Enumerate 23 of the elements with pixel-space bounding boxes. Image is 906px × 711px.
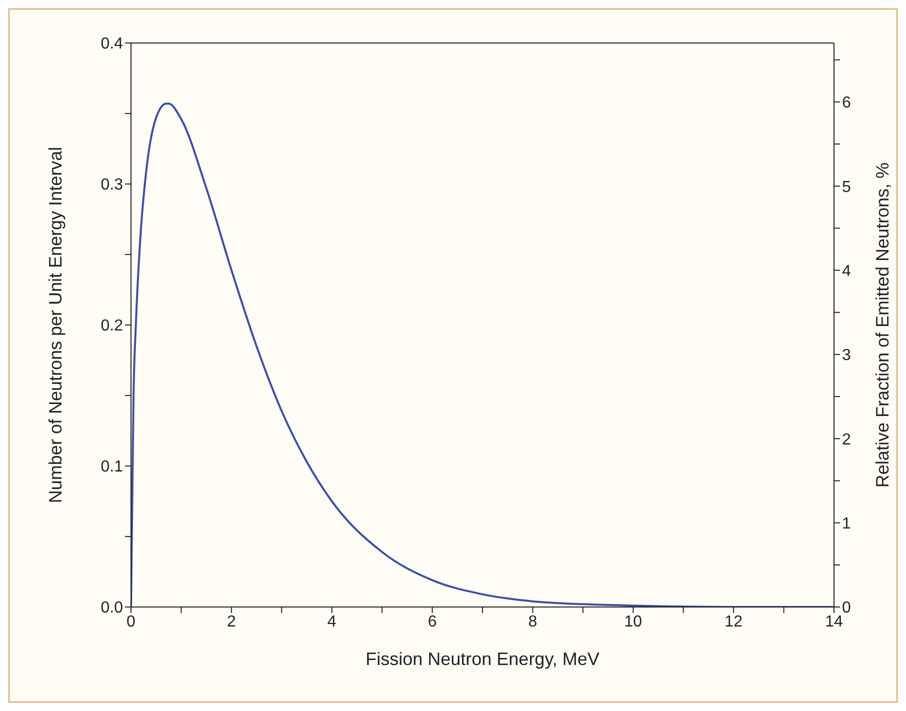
- y2-tick-label: 3: [842, 347, 851, 364]
- y-tick-label: 0.4: [100, 36, 124, 53]
- y2-tick-label: 4: [842, 262, 851, 280]
- x-tick-label: 8: [528, 613, 538, 630]
- y2-tick-label: 1: [842, 516, 851, 532]
- y2-tick-label: 0: [842, 600, 851, 617]
- x-axis-title: Fission Neutron Energy, MeV: [366, 649, 600, 669]
- y-tick-label: 0.1: [100, 458, 124, 476]
- y2-tick-label: 5: [842, 178, 851, 196]
- y2-axis-title: Relative Fraction of Emitted Neutrons, %: [872, 162, 892, 488]
- y-tick-label: 0.2: [100, 318, 124, 335]
- y-tick-label: 0.0: [100, 600, 124, 617]
- y2-tick-label: 2: [842, 431, 851, 448]
- x-tick-label: 10: [624, 613, 642, 630]
- x-tick-label: 4: [327, 613, 336, 630]
- x-tick-label: 12: [724, 613, 743, 630]
- y2-tick-label: 6: [842, 94, 851, 112]
- x-tick-label: 2: [226, 613, 236, 630]
- x-tick-label: 14: [825, 613, 843, 630]
- y-tick-label: 0.3: [100, 176, 124, 194]
- y-axis-title: Number of Neutrons per Unit Energy Interval: [45, 146, 66, 504]
- x-tick-label: 0: [126, 613, 136, 630]
- x-tick-label: 6: [428, 613, 437, 630]
